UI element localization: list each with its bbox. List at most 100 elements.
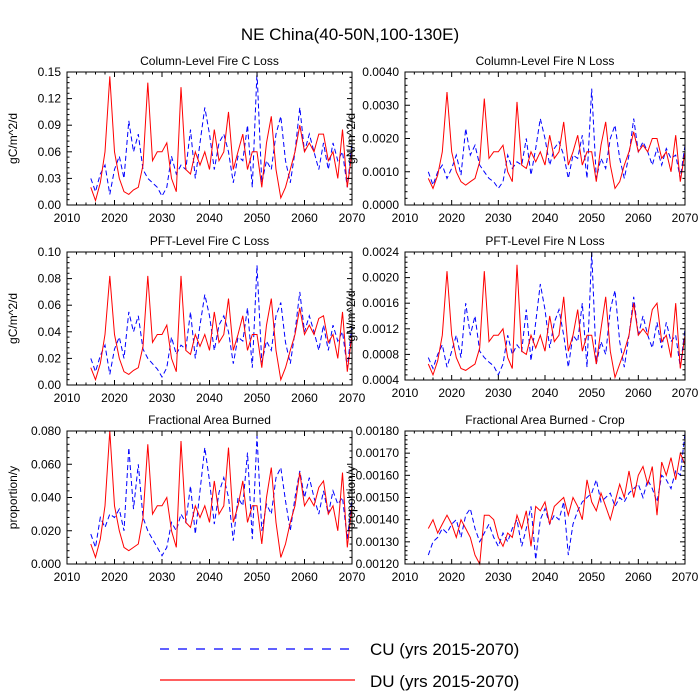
x-tick-label: 2020: [101, 211, 128, 225]
x-tick-label: 2060: [291, 391, 318, 405]
series-du-line: [90, 275, 353, 382]
x-tick-label: 2070: [672, 386, 699, 400]
panel-title: PFT-Level Fire N Loss: [485, 234, 604, 248]
y-tick-label: 0.0020: [362, 271, 399, 285]
x-tick-label: 2070: [339, 570, 366, 584]
y-axis-label: gN/m^2/d: [344, 291, 358, 342]
y-tick-label: 0.00: [38, 198, 62, 212]
series-cu-line: [90, 71, 353, 198]
y-tick-label: 0.0020: [362, 132, 399, 146]
x-tick-label: 2060: [625, 386, 652, 400]
series-cu-line: [90, 435, 353, 557]
y-tick-label: 0.060: [31, 457, 61, 471]
x-tick-label: 2040: [196, 211, 223, 225]
x-tick-label: 2030: [149, 391, 176, 405]
x-tick-label: 2050: [244, 211, 271, 225]
y-tick-label: 0.12: [38, 92, 62, 106]
y-axis-label: proportion/y: [344, 466, 358, 529]
x-tick-label: 2030: [149, 211, 176, 225]
y-tick-label: 0.000: [31, 557, 61, 571]
y-tick-label: 0.04: [38, 325, 62, 339]
panels: Column-Level Fire C Loss gC/m^2/d 2010 2020…: [6, 54, 699, 584]
x-tick-label: 2070: [339, 391, 366, 405]
y-tick-label: 0.06: [38, 298, 62, 312]
x-tick-label: 2010: [392, 211, 419, 225]
y-axis-label: gC/m^2/d: [6, 113, 20, 164]
series-du-line: [90, 430, 353, 560]
x-tick-label: 2040: [532, 570, 559, 584]
x-tick-label: 2070: [339, 211, 366, 225]
panel-title: Column-Level Fire C Loss: [140, 54, 279, 68]
y-tick-label: 0.0000: [362, 198, 399, 212]
x-tick-label: 2020: [101, 391, 128, 405]
y-tick-label: 0.0012: [362, 322, 399, 336]
y-tick-label: 0.09: [38, 118, 62, 132]
x-tick-label: 2060: [625, 570, 652, 584]
x-tick-label: 2020: [438, 211, 465, 225]
series-du-line: [427, 451, 686, 566]
plot-frame: [66, 71, 353, 206]
y-tick-label: 0.00180: [356, 424, 400, 438]
x-tick-label: 2050: [578, 211, 605, 225]
panel-6: Fractional Area Burned - Crop proportion/…: [344, 413, 699, 584]
series-du-line: [90, 76, 353, 203]
x-tick-label: 2010: [392, 386, 419, 400]
y-tick-label: 0.080: [31, 424, 61, 438]
y-tick-label: 0.00150: [356, 491, 400, 505]
x-tick-label: 2060: [625, 211, 652, 225]
x-tick-label: 2010: [54, 391, 81, 405]
y-tick-label: 0.020: [31, 524, 61, 538]
x-tick-label: 2040: [196, 391, 223, 405]
y-tick-label: 0.15: [38, 65, 62, 79]
x-tick-label: 2040: [532, 386, 559, 400]
panel-5: Fractional Area Burned proportion/y 2010 20…: [6, 413, 366, 584]
y-axis-label: gN/m^2/d: [344, 113, 358, 164]
series-du-line: [427, 264, 686, 380]
legend-label-du: DU (yrs 2015-2070): [370, 672, 519, 691]
y-axis-label: proportion/y: [6, 466, 20, 529]
figure-title: NE China(40-50N,100-130E): [241, 25, 459, 44]
x-tick-label: 2030: [149, 570, 176, 584]
y-tick-label: 0.0008: [362, 347, 399, 361]
x-tick-label: 2040: [196, 570, 223, 584]
y-tick-label: 0.0016: [362, 296, 399, 310]
y-tick-label: 0.0040: [362, 65, 399, 79]
panel-3: PFT-Level Fire C Loss gC/m^2/d 2010 2020 203…: [6, 234, 366, 405]
panel-title: Fractional Area Burned: [148, 413, 271, 427]
x-tick-label: 2030: [485, 570, 512, 584]
series-cu-line: [427, 433, 686, 560]
y-tick-label: 0.0030: [362, 98, 399, 112]
legend-label-cu: CU (yrs 2015-2070): [370, 640, 519, 659]
x-tick-label: 2050: [244, 391, 271, 405]
x-tick-label: 2030: [485, 211, 512, 225]
y-tick-label: 0.0010: [362, 165, 399, 179]
series-du-line: [427, 91, 686, 190]
x-tick-label: 2020: [101, 570, 128, 584]
series-cu-line: [90, 265, 353, 379]
plot-frame: [66, 251, 353, 386]
y-tick-label: 0.00140: [356, 513, 400, 527]
y-tick-label: 0.06: [38, 145, 62, 159]
y-tick-label: 0.040: [31, 491, 61, 505]
x-tick-label: 2010: [54, 211, 81, 225]
x-tick-label: 2070: [672, 211, 699, 225]
x-tick-label: 2050: [244, 570, 271, 584]
panel-title: PFT-Level Fire C Loss: [150, 234, 269, 248]
y-tick-label: 0.0004: [362, 373, 399, 387]
panel-title: Column-Level Fire N Loss: [476, 54, 615, 68]
x-tick-label: 2060: [291, 570, 318, 584]
y-tick-label: 0.00120: [356, 557, 400, 571]
x-tick-label: 2020: [438, 386, 465, 400]
x-tick-label: 2020: [438, 570, 465, 584]
y-tick-label: 0.03: [38, 171, 62, 185]
x-tick-label: 2040: [532, 211, 559, 225]
panel-1: Column-Level Fire C Loss gC/m^2/d 2010 2020…: [6, 54, 366, 225]
x-tick-label: 2060: [291, 211, 318, 225]
x-tick-label: 2070: [672, 570, 699, 584]
legend: CU (yrs 2015-2070) DU (yrs 2015-2070): [160, 640, 519, 691]
x-tick-label: 2050: [578, 570, 605, 584]
y-tick-label: 0.00170: [356, 446, 400, 460]
y-tick-label: 0.0024: [362, 245, 399, 259]
y-tick-label: 0.02: [38, 351, 62, 365]
